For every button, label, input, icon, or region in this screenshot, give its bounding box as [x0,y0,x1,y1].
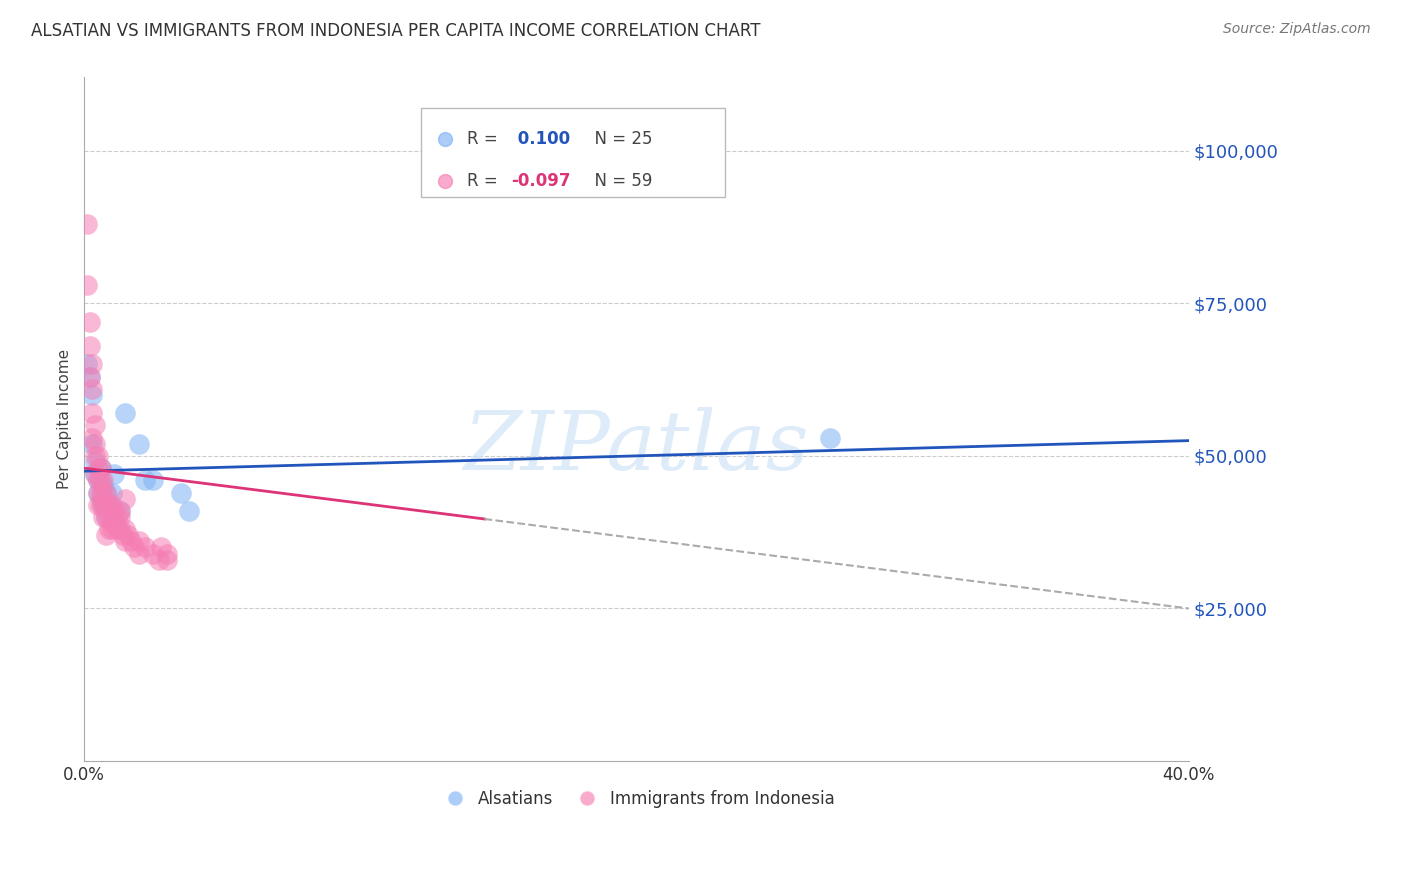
Point [87,461,110,475]
Text: 0.100: 0.100 [512,130,569,148]
Text: -0.097: -0.097 [512,172,571,190]
Point [156,547,179,561]
Text: Source: ZipAtlas.com: Source: ZipAtlas.com [1223,22,1371,37]
Point [76,277,98,292]
Text: ALSATIAN VS IMMIGRANTS FROM INDONESIA PER CAPITA INCOME CORRELATION CHART: ALSATIAN VS IMMIGRANTS FROM INDONESIA PE… [31,22,761,40]
Point [87,485,110,500]
Point [84,449,107,463]
Point [87,449,110,463]
Text: R =: R = [467,130,503,148]
Point [91,498,114,512]
Point [94,510,117,524]
Point [84,436,107,450]
Text: ZIPatlas: ZIPatlas [464,407,808,487]
FancyBboxPatch shape [420,108,724,197]
Point [134,541,156,555]
Point [91,510,114,524]
Point [128,547,150,561]
Point [87,473,110,487]
Point [100,485,122,500]
Point [111,528,134,542]
Point [94,485,117,500]
Point [97,510,120,524]
Point [142,547,165,561]
Point [79,369,101,384]
Point [84,467,107,482]
Point [91,485,114,500]
Point [128,436,150,450]
Point [91,473,114,487]
Point [97,522,120,536]
Point [91,498,114,512]
Point [142,473,165,487]
Point [105,510,128,524]
Point [91,479,114,493]
Point [84,467,107,482]
Point [87,485,110,500]
Point [82,382,104,396]
Point [84,455,107,469]
Point [90,491,112,506]
Text: N = 25: N = 25 [585,130,652,148]
Point [76,357,98,371]
Point [128,534,150,549]
Point [117,528,139,542]
Point [79,315,101,329]
Point [76,217,98,231]
Point [100,516,122,530]
Point [100,510,122,524]
Point [114,534,136,549]
Point [84,418,107,433]
Point [94,510,117,524]
Point [82,436,104,450]
Point [177,504,200,518]
Point [94,498,117,512]
Point [90,498,112,512]
Point [90,485,112,500]
Y-axis label: Per Capita Income: Per Capita Income [58,349,72,490]
Point [90,461,112,475]
Point [87,473,110,487]
Point [818,431,841,445]
Point [114,491,136,506]
Point [103,516,125,530]
Point [94,528,117,542]
Legend: Alsatians, Immigrants from Indonesia: Alsatians, Immigrants from Indonesia [432,783,841,814]
Point [94,485,117,500]
Text: N = 59: N = 59 [585,172,652,190]
Point [108,522,131,536]
Point [134,473,156,487]
Point [108,504,131,518]
Point [90,461,112,475]
Point [103,467,125,482]
Point [105,522,128,536]
Point [114,406,136,420]
Point [97,498,120,512]
Text: R =: R = [467,172,503,190]
Point [82,357,104,371]
Point [87,498,110,512]
Point [120,534,142,549]
Point [108,504,131,518]
Point [97,498,120,512]
Point [82,388,104,402]
Point [148,552,170,566]
Point [114,522,136,536]
Point [150,541,173,555]
Point [169,485,191,500]
Point [103,504,125,518]
Point [100,522,122,536]
Point [79,339,101,353]
Point [156,552,179,566]
Point [82,431,104,445]
Point [122,541,145,555]
Point [108,510,131,524]
Point [100,498,122,512]
Point [90,473,112,487]
Point [82,406,104,420]
Point [79,369,101,384]
